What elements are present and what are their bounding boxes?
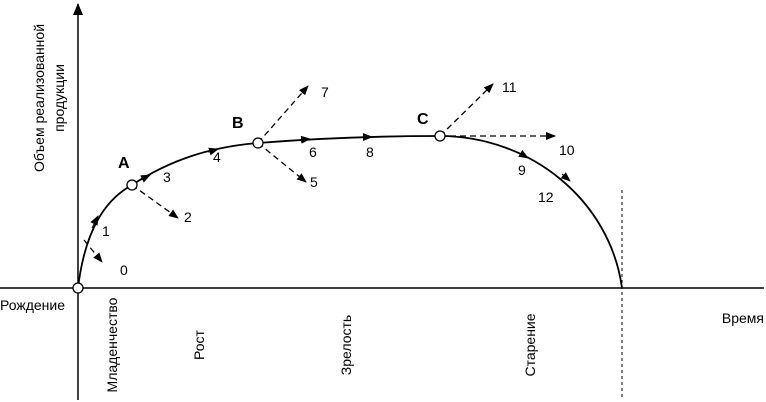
curve-arrows [90, 133, 571, 229]
arrow-label: 3 [163, 169, 171, 185]
arrow-label: 0 [120, 262, 128, 278]
arrow-label: 10 [559, 142, 575, 158]
stage-label: Рост [191, 329, 207, 360]
x-axis-label: Время [722, 310, 764, 326]
dashed-arrows [83, 83, 556, 263]
stage-label: Зрелость [338, 315, 354, 375]
arrow-label: 9 [518, 162, 526, 178]
stage-label: Младенчество [104, 297, 120, 392]
arrow-label: 4 [213, 149, 221, 165]
life-cycle-curve [77, 135, 623, 289]
arrow-label: 6 [309, 144, 317, 160]
point-label: A [118, 155, 130, 172]
point-label: C [417, 111, 429, 128]
arrow-label: 11 [502, 79, 517, 95]
points [72, 130, 446, 294]
stage-label: Старение [522, 313, 538, 376]
y-axis-label: продукции [51, 64, 67, 132]
arrow-label: 5 [310, 174, 318, 190]
arrow-label: 1 [102, 223, 110, 239]
point-label: B [232, 115, 244, 132]
y-axis-label: Объем реализованной [31, 24, 47, 172]
arrow-label: 2 [184, 209, 192, 225]
origin-label: Рождение [0, 297, 65, 313]
arrow-label: 7 [321, 84, 329, 100]
arrow-label: 12 [538, 189, 554, 205]
arrow-label: 8 [366, 144, 374, 160]
